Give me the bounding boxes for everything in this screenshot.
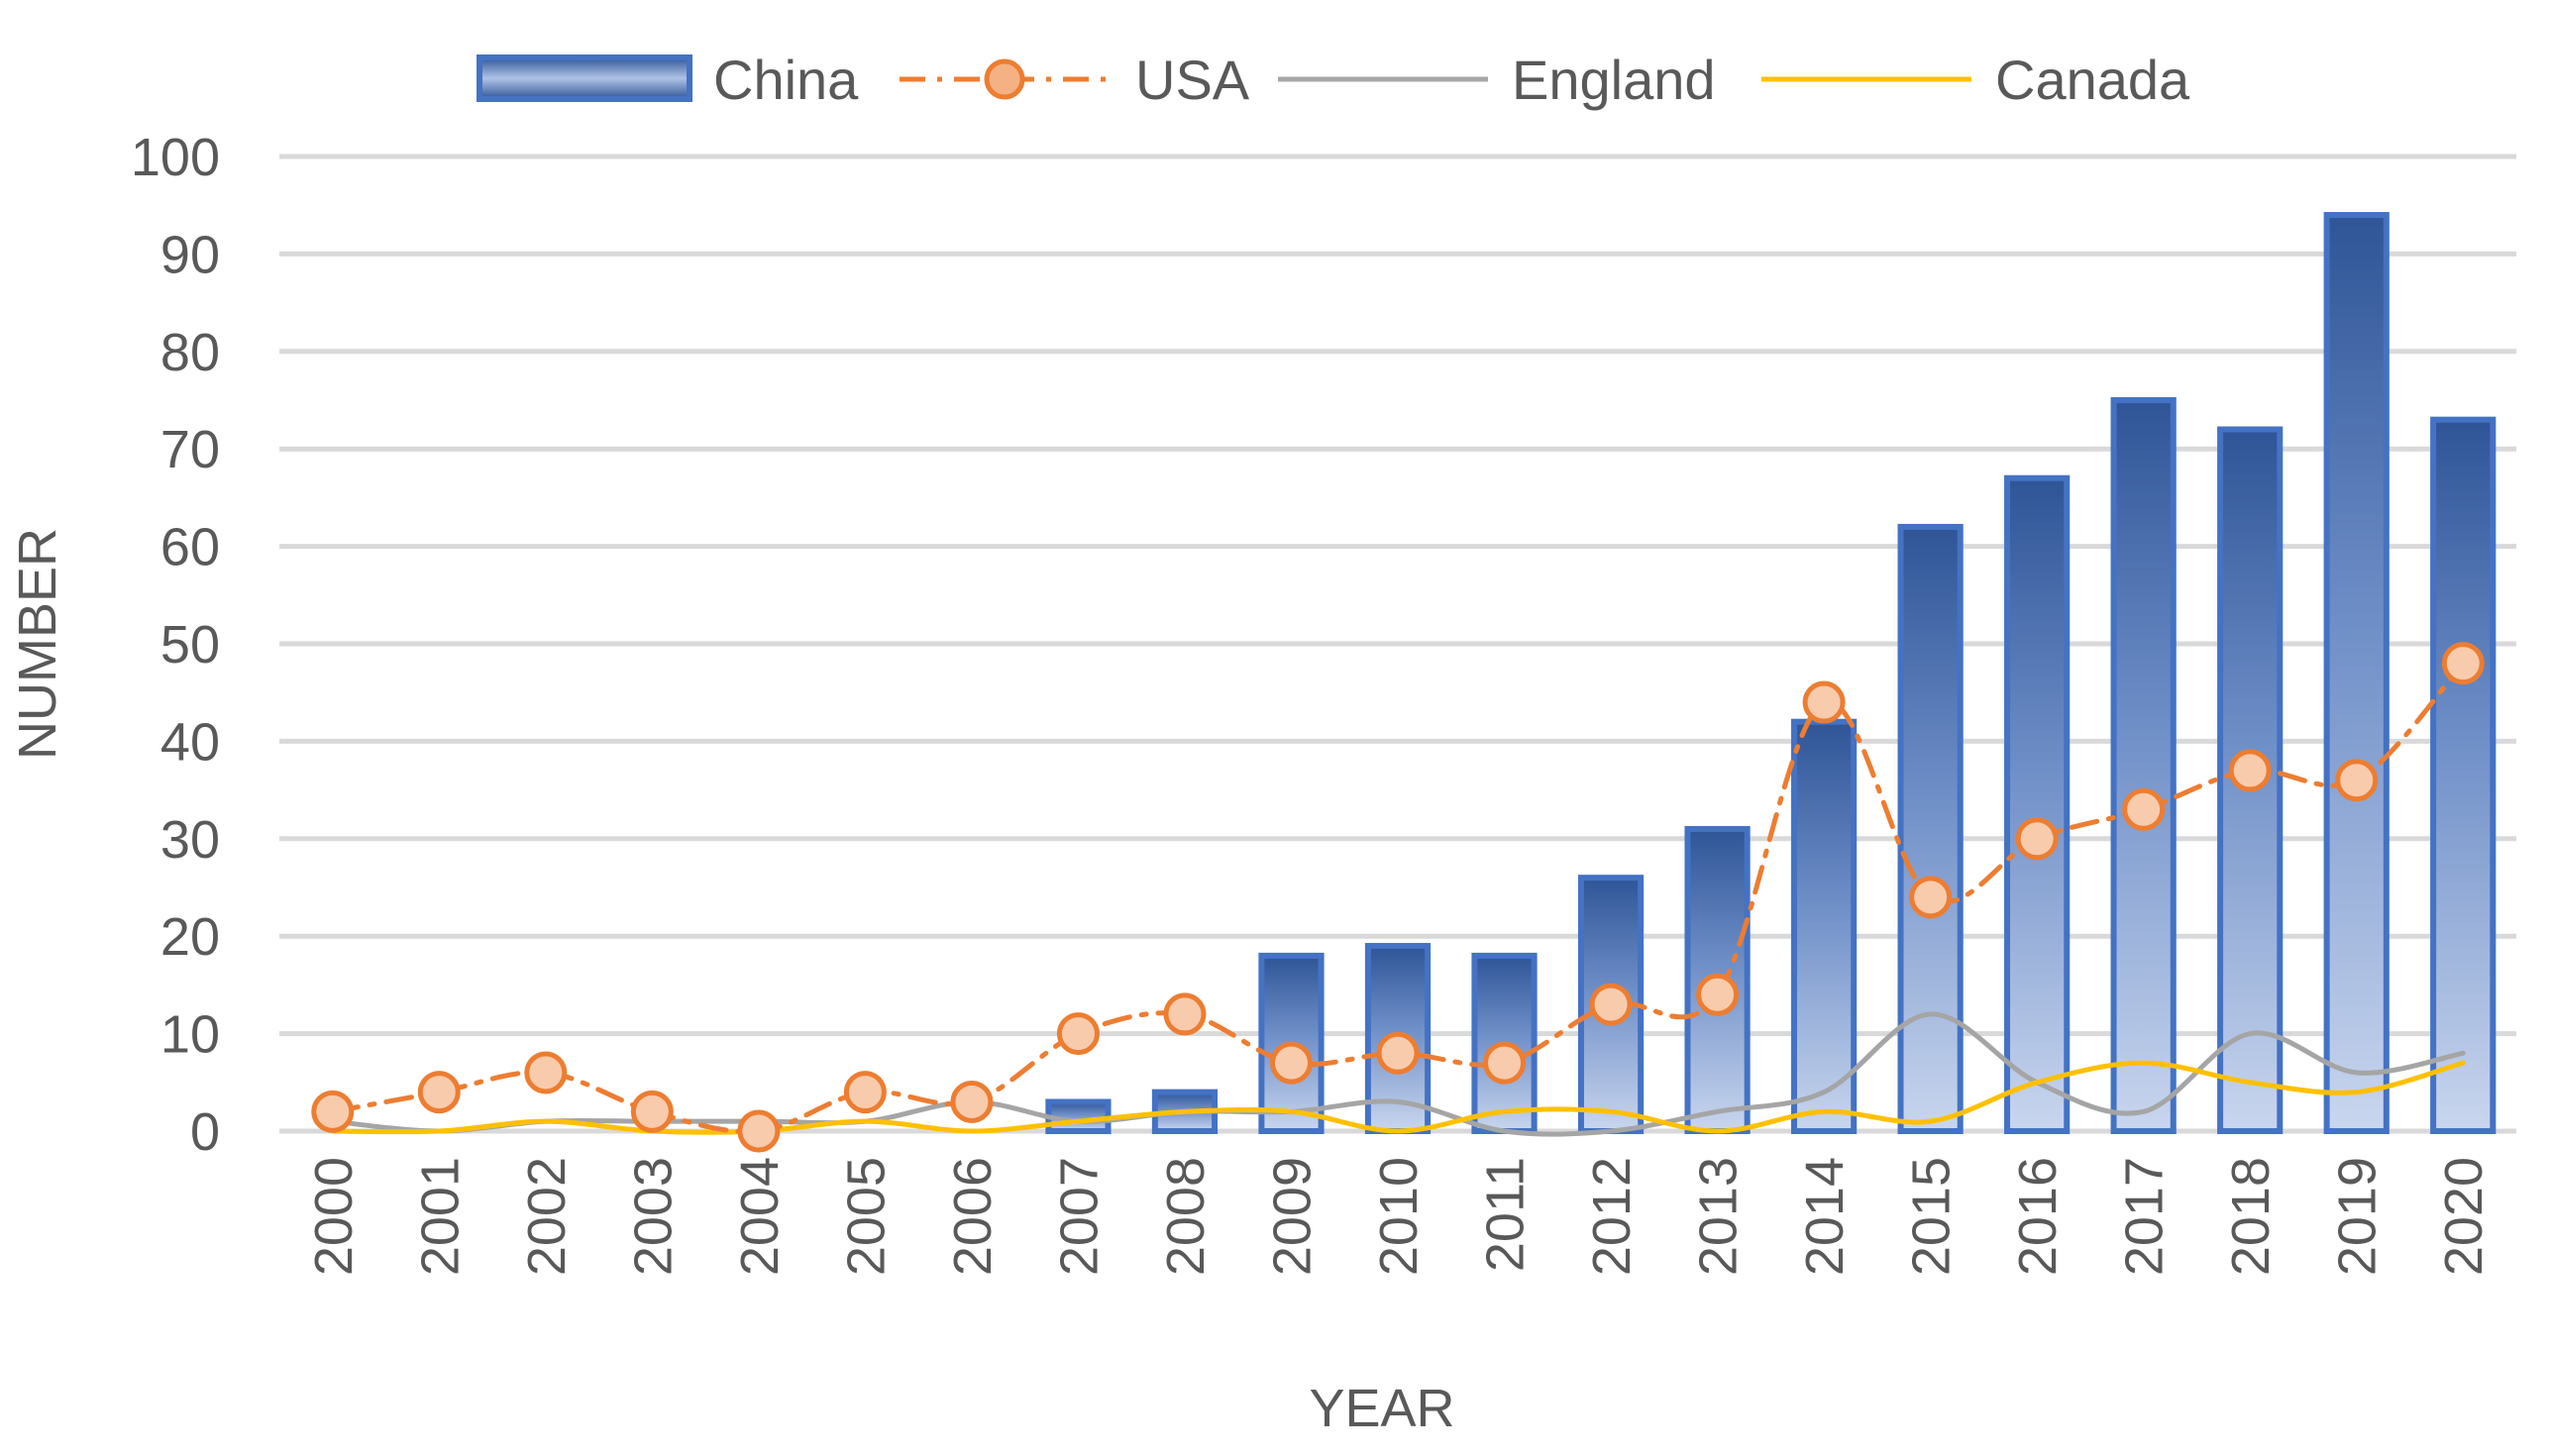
- x-tick-label-2010: 2010: [1369, 1157, 1429, 1276]
- x-axis-ticks: 2000 2001 2002 2003 2004 2005 2006 2007 2008 2009…: [304, 1157, 2494, 1276]
- usa-point-2007: [1056, 1012, 1100, 1056]
- bar-2020: [2430, 416, 2497, 1134]
- usa-point-2016: [2015, 817, 2059, 861]
- usa-point-2000: [311, 1090, 355, 1133]
- usa-point-2013: [1696, 973, 1740, 1016]
- x-tick-label-2011: 2011: [1476, 1157, 1536, 1272]
- usa-point-2014: [1802, 680, 1846, 724]
- legend-label-china: China: [713, 49, 859, 111]
- x-tick-label-2006: 2006: [943, 1157, 1003, 1276]
- usa-point-2020: [2441, 642, 2485, 685]
- usa-point-2008: [1163, 992, 1207, 1036]
- y-tick-label-30: 30: [160, 810, 220, 870]
- x-tick-label-2019: 2019: [2328, 1157, 2388, 1276]
- y-axis-title: NUMBER: [8, 528, 67, 760]
- legend-item-china: China: [477, 49, 859, 111]
- y-tick-label-10: 10: [160, 1005, 220, 1065]
- usa-point-2009: [1269, 1041, 1313, 1085]
- bar-2007: [1045, 1098, 1112, 1134]
- x-tick-label-2017: 2017: [2115, 1157, 2175, 1276]
- legend-label-canada: Canada: [1995, 49, 2190, 111]
- canada-line: [330, 1060, 2466, 1135]
- x-tick-label-2000: 2000: [304, 1157, 364, 1276]
- usa-point-2019: [2335, 759, 2379, 802]
- x-tick-label-2016: 2016: [2008, 1157, 2068, 1276]
- bar-2015: [1897, 523, 1964, 1134]
- x-tick-label-2020: 2020: [2434, 1157, 2494, 1276]
- x-tick-label-2008: 2008: [1156, 1157, 1216, 1276]
- legend-item-usa: USA: [900, 49, 1250, 111]
- y-tick-label-100: 100: [131, 128, 220, 187]
- x-tick-label-2014: 2014: [1795, 1157, 1855, 1276]
- usa-markers: [311, 642, 2485, 1153]
- usa-point-2012: [1589, 983, 1633, 1026]
- legend: China USA England Canada: [477, 49, 2190, 111]
- x-tick-label-2005: 2005: [836, 1157, 896, 1276]
- gridlines: [279, 154, 2516, 1134]
- y-tick-label-60: 60: [160, 518, 220, 577]
- bar-2016: [2004, 474, 2071, 1135]
- y-tick-label-0: 0: [190, 1102, 220, 1162]
- usa-point-2010: [1376, 1031, 1420, 1075]
- x-tick-label-2003: 2003: [623, 1157, 683, 1276]
- legend-label-usa: USA: [1135, 49, 1250, 111]
- x-tick-label-2007: 2007: [1049, 1157, 1109, 1276]
- usa-point-2002: [524, 1051, 568, 1094]
- y-tick-label-70: 70: [160, 420, 220, 479]
- y-tick-label-20: 20: [160, 907, 220, 967]
- y-tick-label-40: 40: [160, 712, 220, 772]
- x-tick-label-2001: 2001: [410, 1157, 470, 1276]
- bar-2014: [1790, 718, 1858, 1134]
- x-tick-label-2015: 2015: [1902, 1157, 1962, 1276]
- x-tick-label-2018: 2018: [2221, 1157, 2281, 1276]
- england-line: [330, 1011, 2466, 1137]
- usa-point-2003: [630, 1090, 674, 1133]
- x-tick-label-2009: 2009: [1262, 1157, 1322, 1276]
- x-tick-label-2012: 2012: [1582, 1157, 1642, 1276]
- x-tick-label-2013: 2013: [1689, 1157, 1749, 1276]
- bar-2017: [2110, 397, 2177, 1134]
- x-axis-title: YEAR: [1309, 1379, 1454, 1438]
- legend-item-england: England: [1278, 49, 1716, 111]
- y-tick-label-90: 90: [160, 225, 220, 284]
- usa-point-2004: [737, 1109, 781, 1153]
- y-tick-label-50: 50: [160, 615, 220, 675]
- y-tick-label-80: 80: [160, 323, 220, 382]
- bar-2019: [2323, 212, 2390, 1135]
- legend-label-england: England: [1512, 49, 1716, 111]
- usa-point-2011: [1483, 1041, 1527, 1085]
- legend-swatch-china: [477, 54, 692, 102]
- x-tick-label-2004: 2004: [730, 1157, 790, 1276]
- legend-swatch-usa-marker: [984, 58, 1025, 100]
- usa-point-2006: [950, 1080, 994, 1123]
- usa-point-2018: [2228, 749, 2272, 792]
- y-axis-ticks: 0 10 20 30 40 50 60 70 80 90 100: [131, 128, 220, 1162]
- usa-point-2005: [843, 1071, 887, 1114]
- usa-point-2017: [2122, 787, 2166, 831]
- usa-point-2001: [417, 1071, 461, 1114]
- x-tick-label-2002: 2002: [517, 1157, 577, 1276]
- legend-item-canada: Canada: [1761, 49, 2190, 111]
- usa-point-2015: [1909, 876, 1953, 919]
